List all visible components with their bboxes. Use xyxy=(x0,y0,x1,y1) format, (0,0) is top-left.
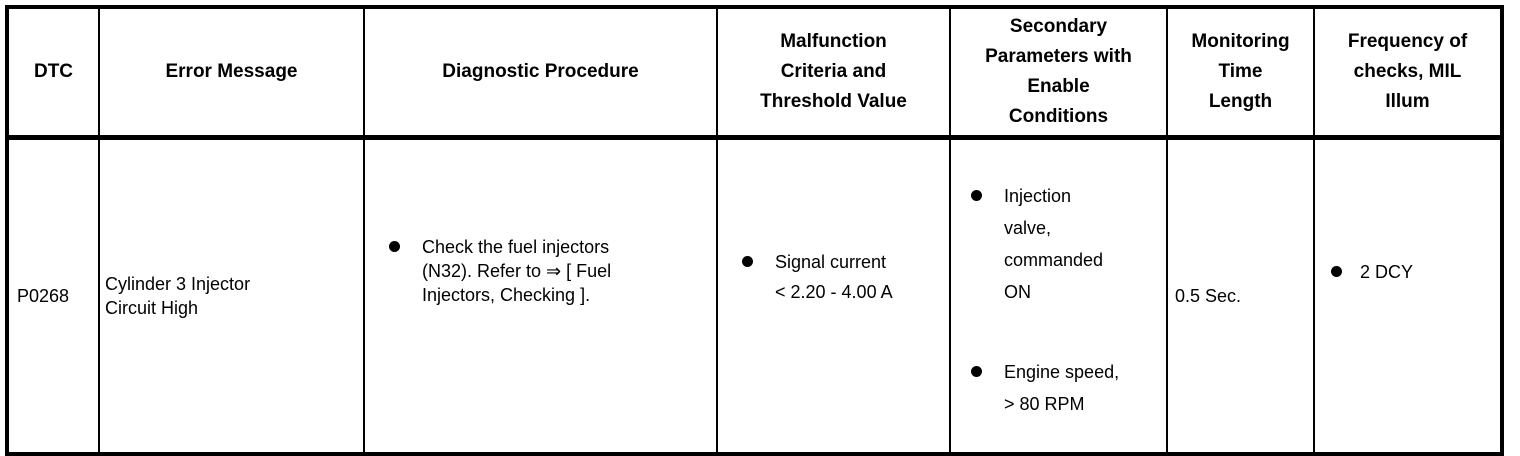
frequency-text: 2 DCY xyxy=(1360,262,1414,282)
bullet-icon xyxy=(971,366,982,377)
bullet-icon xyxy=(971,190,982,201)
bullet-icon xyxy=(389,241,400,252)
dtc-table: DTC Error Message Diagnostic Procedure M… xyxy=(5,5,1504,456)
frequency-item: 2 DCY xyxy=(1331,260,1496,284)
secondary-parameter-text: Injection valve, commanded ON xyxy=(1004,186,1104,302)
cell-diagnostic-procedure: Check the fuel injectors (N32). Refer to… xyxy=(365,140,718,452)
malfunction-criteria-item: Signal current < 2.20 - 4.00 A xyxy=(742,247,945,307)
cell-secondary-parameters: Injection valve, commanded ON Engine spe… xyxy=(951,140,1168,452)
malfunction-criteria-text: Signal current < 2.20 - 4.00 A xyxy=(775,252,893,302)
bullet-icon xyxy=(742,256,753,267)
cell-monitoring-time: 0.5 Sec. xyxy=(1168,140,1315,452)
bullet-icon xyxy=(1331,266,1342,277)
diagnostic-procedure-text: Check the fuel injectors (N32). Refer to… xyxy=(422,237,612,305)
dtc-table-container: DTC Error Message Diagnostic Procedure M… xyxy=(5,5,1504,456)
cell-dtc-code: P0268 xyxy=(9,140,100,452)
header-secondary-parameters: Secondary Parameters with Enable Conditi… xyxy=(951,9,1168,140)
cell-malfunction-criteria: Signal current < 2.20 - 4.00 A xyxy=(718,140,951,452)
header-malfunction-criteria: Malfunction Criteria and Threshold Value xyxy=(718,9,951,140)
secondary-parameter-item: Injection valve, commanded ON xyxy=(971,180,1166,308)
header-diagnostic-procedure: Diagnostic Procedure xyxy=(365,9,718,140)
header-error-message: Error Message xyxy=(100,9,365,140)
diagnostic-procedure-item: Check the fuel injectors (N32). Refer to… xyxy=(389,235,712,307)
header-dtc: DTC xyxy=(9,9,100,140)
secondary-parameter-item: Engine speed, > 80 RPM xyxy=(971,356,1166,420)
cell-error-message: Cylinder 3 Injector Circuit High xyxy=(100,140,365,452)
table-row: P0268 Cylinder 3 Injector Circuit High C… xyxy=(9,140,1500,452)
secondary-parameter-text: Engine speed, > 80 RPM xyxy=(1004,362,1120,414)
header-frequency-checks: Frequency of checks, MIL Illum xyxy=(1315,9,1500,140)
cell-frequency-checks: 2 DCY xyxy=(1315,140,1500,452)
header-row: DTC Error Message Diagnostic Procedure M… xyxy=(9,9,1500,140)
header-monitoring-time: Monitoring Time Length xyxy=(1168,9,1315,140)
